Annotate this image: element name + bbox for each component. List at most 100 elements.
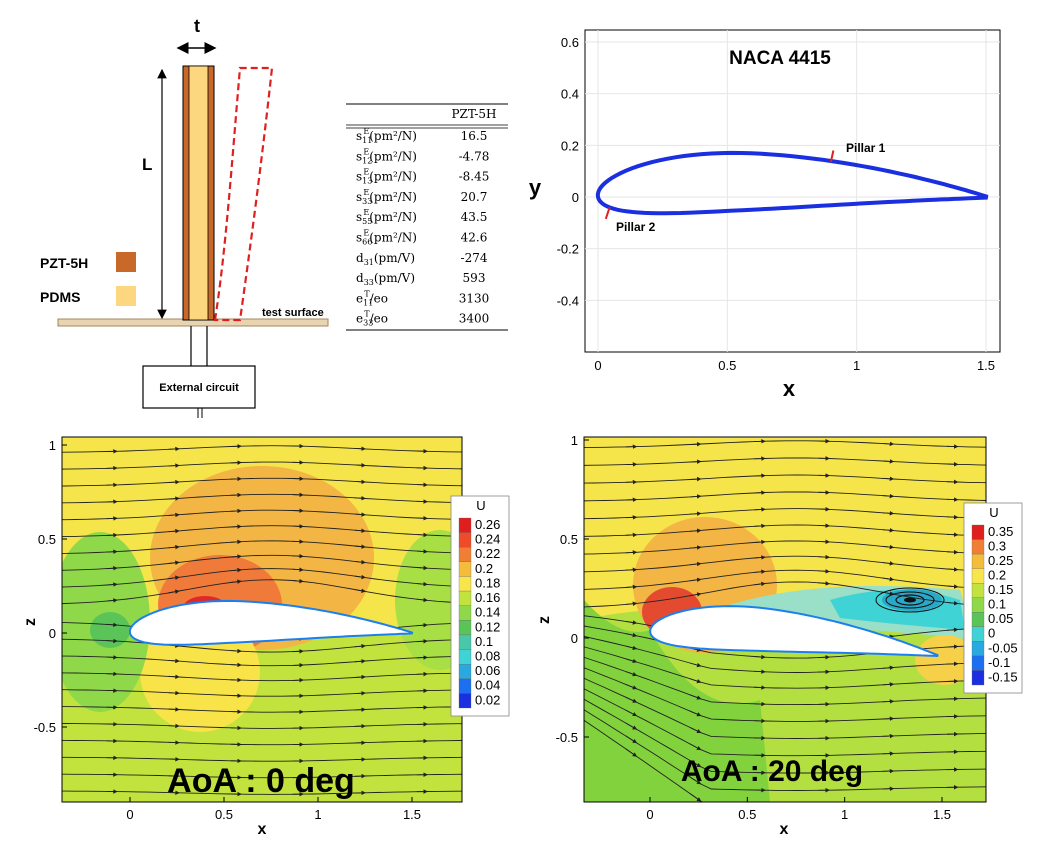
streamline xyxy=(584,667,986,722)
streamline xyxy=(584,656,986,706)
streamline xyxy=(62,756,462,762)
flow-ztick: 1 xyxy=(49,438,56,453)
flow-ztick: -0.5 xyxy=(556,730,578,745)
flow-xtick: 1 xyxy=(841,807,848,822)
streamline xyxy=(584,698,986,774)
streamline xyxy=(62,739,462,746)
colorbar-label: 0.1 xyxy=(475,634,493,649)
streamline xyxy=(62,773,462,779)
colorbar-swatch xyxy=(458,576,472,592)
flow-ztick: 0 xyxy=(49,626,56,641)
airfoil-ytick: 0.6 xyxy=(561,35,579,50)
streamline xyxy=(584,474,986,484)
table-row-value: 593 xyxy=(463,271,486,285)
legend-swatch-pdms xyxy=(116,286,136,306)
caption-left: AoA : 0 deg xyxy=(167,762,355,800)
streamline xyxy=(584,491,986,502)
colorbar-label: 0 xyxy=(988,626,995,641)
colorbar-swatch xyxy=(971,539,985,555)
colorbar-label: 0.05 xyxy=(988,611,1013,626)
colorbar-label: -0.15 xyxy=(988,669,1018,684)
flow-ztick: 1 xyxy=(571,433,578,448)
colorbar-swatch xyxy=(458,649,472,665)
colorbar-label: 0.22 xyxy=(475,546,500,561)
streamline xyxy=(62,477,462,487)
colorbar-title: U xyxy=(989,505,998,520)
colorbar-swatch xyxy=(458,693,472,709)
streamline xyxy=(584,581,986,608)
airfoil-xtick: 0 xyxy=(594,358,601,373)
colorbar-swatch xyxy=(458,678,472,694)
colorbar-swatch xyxy=(458,620,472,636)
flow-xtick: 0 xyxy=(126,807,133,822)
flow-xtick: 1.5 xyxy=(403,807,421,822)
colorbar-swatch xyxy=(458,547,472,562)
pillar-2-marker xyxy=(604,207,611,220)
airfoil-shape-left xyxy=(128,599,414,646)
pdms-core xyxy=(188,65,209,321)
streamline xyxy=(62,579,462,605)
streamline xyxy=(62,525,462,538)
L-label: L xyxy=(142,155,152,174)
colorbar-swatch xyxy=(458,634,472,650)
surface-label: test surface xyxy=(262,307,324,319)
colorbar-swatch xyxy=(971,670,985,686)
flow-ztick: 0 xyxy=(571,631,578,646)
colorbar-swatch xyxy=(971,597,985,613)
table-row-symbol: s55E(pm²/N) xyxy=(356,208,417,226)
flow-left-xlabel: x xyxy=(258,821,267,838)
flow-ztick: 0.5 xyxy=(560,532,578,547)
colorbar-swatch xyxy=(971,553,985,569)
streamline xyxy=(584,688,986,757)
table-row-value: -4.78 xyxy=(459,149,490,163)
table-row-value: 3130 xyxy=(459,291,490,305)
colorbar-swatch xyxy=(971,612,985,627)
airfoil-xtick: 1 xyxy=(853,358,860,373)
streamline xyxy=(62,655,462,667)
colorbar-label: 0.06 xyxy=(475,663,500,678)
streamline xyxy=(584,635,986,673)
airfoil-plot: 0 0.5 1 1.5 0.6 0.4 0.2 0 -0.2 -0.4 Pillar 1 Pill… xyxy=(529,29,1001,401)
colorbar-label: 0.26 xyxy=(475,517,500,532)
colorbar-label: 0.24 xyxy=(475,532,500,547)
streamline xyxy=(572,424,1000,430)
table-row-symbol: s12E(pm²/N) xyxy=(356,147,417,165)
table-row-symbol: e11T/eo xyxy=(356,289,388,307)
streamline xyxy=(584,569,986,590)
streamline xyxy=(584,646,986,689)
streamline xyxy=(62,540,462,554)
flow-xtick: 0.5 xyxy=(738,807,756,822)
table-row-value: 3400 xyxy=(459,312,490,326)
flow-ztick: 0.5 xyxy=(38,532,56,547)
colorbar-title: U xyxy=(476,498,485,513)
airfoil-ytick: -0.4 xyxy=(557,293,579,308)
colorbar-swatch xyxy=(458,561,472,577)
streamline xyxy=(62,638,462,653)
table-row-value: 43.5 xyxy=(461,210,488,224)
flow-xtick: 1.5 xyxy=(933,807,951,822)
properties-table: PZT-5H s11E(pm²/N) 16.5 s12E(pm²/N) -4.78 s1… xyxy=(346,103,508,331)
colorbar-label: -0.1 xyxy=(988,655,1010,670)
vortex xyxy=(875,587,945,613)
table-row-symbol: d33(pm/V) xyxy=(356,271,415,287)
colorbar-label: 0.08 xyxy=(475,649,500,664)
colorbar-swatch xyxy=(458,590,472,606)
table-row-value: 20.7 xyxy=(461,190,488,204)
flow-right-zlabel: z xyxy=(536,616,553,624)
airfoil-ytick: 0.4 xyxy=(561,87,579,102)
legend-label-pdms: PDMS xyxy=(40,289,80,305)
airfoil-xtick: 0.5 xyxy=(718,358,736,373)
caption-right: AoA : 20 deg xyxy=(681,755,863,788)
streamline xyxy=(62,723,462,729)
colorbar-swatch xyxy=(458,517,472,533)
flow-field-aoa-0: 0 0.5 1 1.510.50-0.5 U0.260.240.220.20.180.… xyxy=(22,436,510,838)
colorbar-swatch xyxy=(971,655,985,671)
flow-xtick: 0 xyxy=(646,807,653,822)
streamline xyxy=(62,790,462,795)
flow-xtick: 0.5 xyxy=(215,807,233,822)
airfoil-ytick: -0.2 xyxy=(557,242,579,257)
streamline xyxy=(584,625,986,659)
colorbar-label: 0.12 xyxy=(475,619,500,634)
pillar-schematic: t L test surface External circuit PZT-5H… xyxy=(40,16,329,418)
airfoil-plot-frame xyxy=(584,29,1001,353)
